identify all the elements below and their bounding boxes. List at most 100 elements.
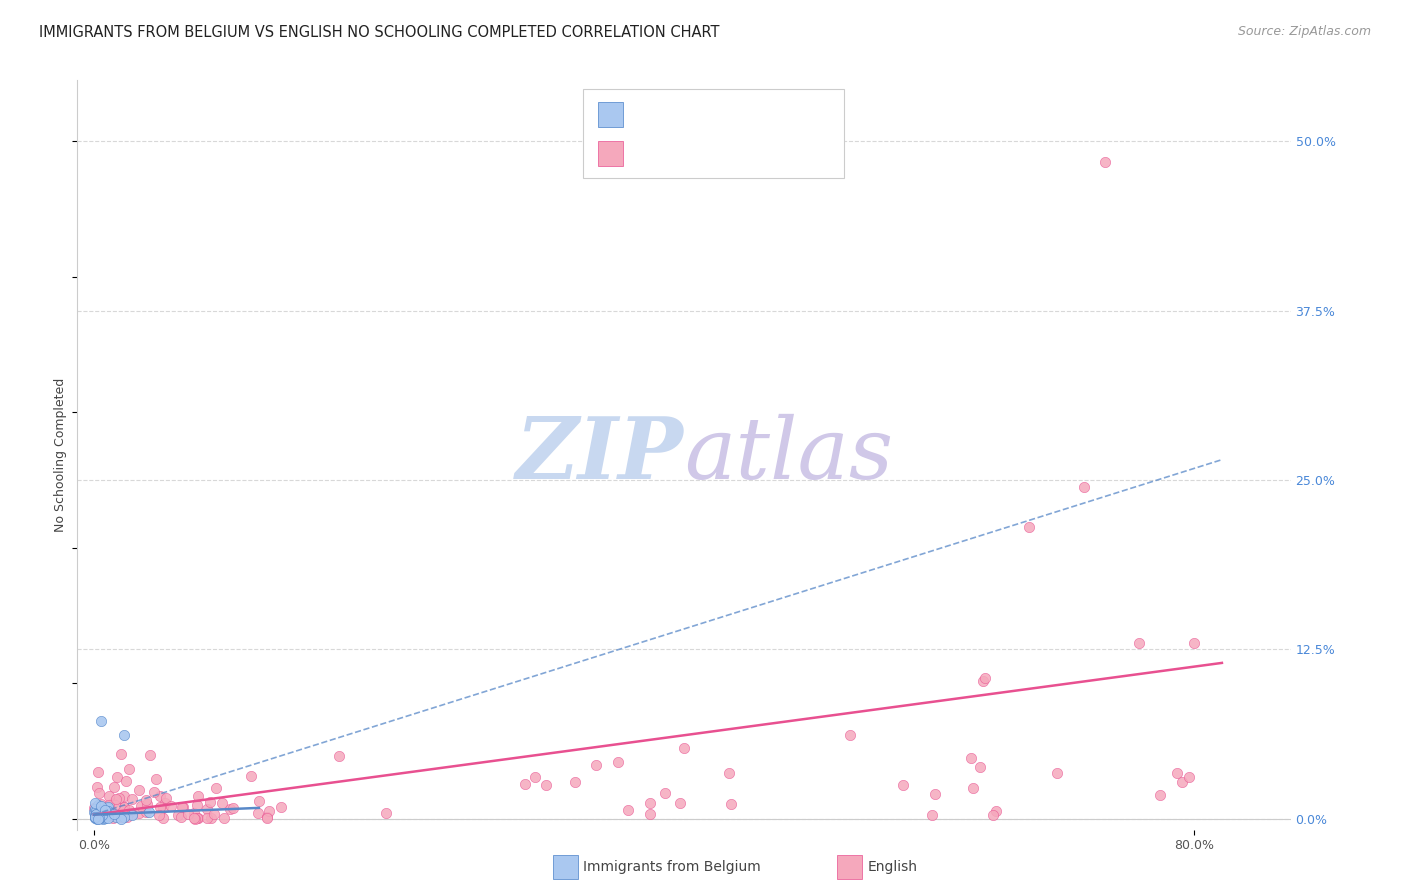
Point bbox=[197, 811, 219, 825]
Point bbox=[187, 811, 209, 825]
Point bbox=[104, 810, 127, 824]
Point bbox=[654, 786, 676, 800]
Point bbox=[101, 811, 124, 825]
Point bbox=[720, 797, 742, 811]
Point bbox=[638, 806, 661, 821]
Point bbox=[986, 804, 1008, 818]
Point bbox=[148, 800, 170, 814]
Point bbox=[84, 805, 107, 819]
Point bbox=[145, 772, 167, 787]
Text: English: English bbox=[868, 860, 918, 874]
Point bbox=[669, 796, 692, 810]
Point bbox=[121, 807, 143, 822]
Point bbox=[97, 804, 120, 818]
Point bbox=[90, 808, 112, 822]
Point bbox=[111, 804, 134, 818]
Point bbox=[84, 804, 107, 818]
Text: 0.482: 0.482 bbox=[676, 145, 734, 162]
Point bbox=[972, 674, 994, 689]
Point bbox=[94, 811, 117, 825]
Point bbox=[89, 809, 111, 823]
Point bbox=[148, 807, 170, 822]
Point bbox=[211, 797, 233, 811]
Point bbox=[103, 780, 125, 794]
Point bbox=[374, 806, 396, 821]
Point bbox=[960, 751, 983, 765]
Point bbox=[256, 810, 278, 824]
Point bbox=[152, 801, 174, 815]
Point bbox=[87, 797, 110, 812]
Point bbox=[101, 796, 124, 810]
Point bbox=[112, 807, 135, 822]
Point bbox=[198, 795, 221, 809]
Point bbox=[86, 806, 108, 821]
Point bbox=[202, 807, 225, 822]
Point bbox=[112, 728, 135, 742]
Point bbox=[91, 807, 114, 822]
Point bbox=[170, 810, 193, 824]
Point bbox=[96, 801, 118, 815]
Point bbox=[117, 810, 139, 824]
Point bbox=[1149, 788, 1171, 802]
Point bbox=[87, 812, 110, 826]
Point bbox=[1171, 775, 1194, 789]
Point bbox=[87, 786, 110, 800]
Point bbox=[924, 788, 946, 802]
Point bbox=[112, 810, 135, 824]
Point bbox=[110, 812, 132, 826]
Point bbox=[89, 811, 111, 825]
Point bbox=[84, 810, 107, 824]
Point bbox=[921, 807, 943, 822]
Point bbox=[100, 805, 122, 820]
Point bbox=[86, 802, 108, 816]
Point bbox=[91, 812, 114, 826]
Point bbox=[112, 789, 135, 803]
Point bbox=[97, 811, 120, 825]
Point bbox=[96, 801, 118, 815]
Point bbox=[97, 797, 120, 812]
Point bbox=[256, 810, 278, 824]
Point bbox=[1166, 766, 1188, 780]
Point bbox=[981, 807, 1004, 822]
Text: atlas: atlas bbox=[685, 414, 893, 496]
Point bbox=[212, 811, 235, 825]
Point bbox=[616, 803, 638, 817]
Point bbox=[115, 773, 138, 788]
Point bbox=[138, 805, 160, 819]
Point bbox=[84, 810, 107, 824]
Point bbox=[103, 797, 125, 812]
Point bbox=[107, 791, 129, 805]
Point bbox=[240, 769, 263, 783]
Text: Source: ZipAtlas.com: Source: ZipAtlas.com bbox=[1237, 25, 1371, 38]
Point bbox=[1073, 480, 1095, 494]
Text: IMMIGRANTS FROM BELGIUM VS ENGLISH NO SCHOOLING COMPLETED CORRELATION CHART: IMMIGRANTS FROM BELGIUM VS ENGLISH NO SC… bbox=[39, 25, 720, 40]
Text: 0.351: 0.351 bbox=[676, 105, 733, 123]
Point bbox=[94, 803, 117, 817]
Point bbox=[83, 805, 105, 819]
Point bbox=[112, 799, 135, 814]
Text: 131: 131 bbox=[778, 145, 815, 162]
Point bbox=[534, 778, 557, 792]
Point bbox=[90, 798, 112, 813]
Point bbox=[121, 807, 143, 822]
Point bbox=[186, 797, 208, 812]
Point bbox=[974, 671, 997, 685]
Point bbox=[83, 797, 105, 811]
Point bbox=[90, 808, 112, 822]
Point bbox=[969, 760, 991, 774]
Point bbox=[1046, 766, 1069, 780]
Point bbox=[103, 806, 125, 821]
Point bbox=[257, 804, 280, 818]
Point bbox=[89, 802, 111, 816]
Point bbox=[167, 808, 190, 822]
Text: N =: N = bbox=[731, 145, 783, 162]
Point bbox=[118, 806, 141, 821]
Point bbox=[117, 762, 139, 776]
Point bbox=[1184, 635, 1206, 649]
Text: ZIP: ZIP bbox=[516, 413, 685, 497]
Point bbox=[90, 714, 112, 728]
Point bbox=[1128, 635, 1150, 649]
Point bbox=[136, 797, 159, 811]
Text: R =: R = bbox=[637, 145, 676, 162]
Point bbox=[195, 802, 218, 816]
